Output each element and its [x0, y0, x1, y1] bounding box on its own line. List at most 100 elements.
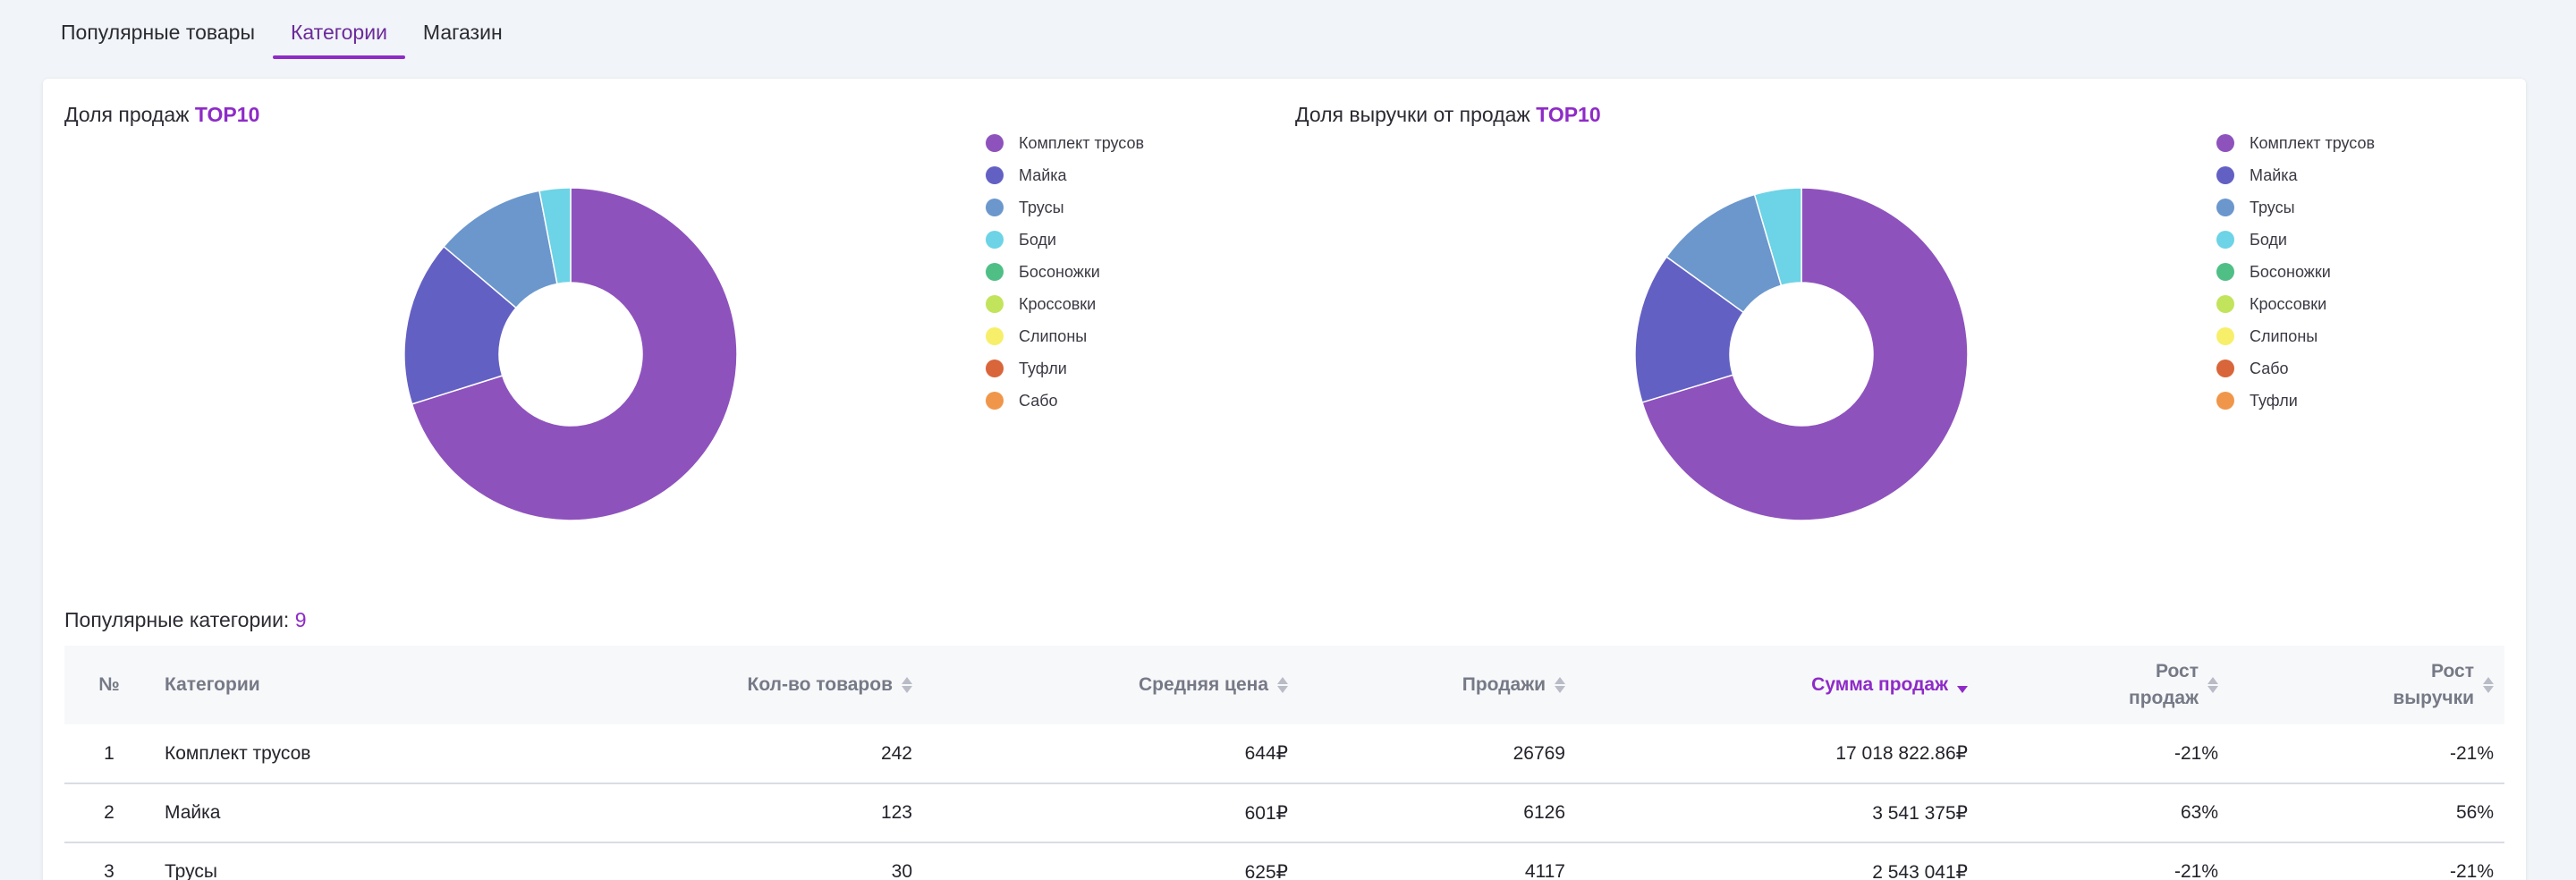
cell-revenue-growth: 56%	[2229, 783, 2504, 843]
legend-label: Босоножки	[1019, 262, 1100, 281]
legend-item[interactable]: Трусы	[986, 191, 1144, 224]
col-header-sales-growth-line1: Рост	[2156, 661, 2199, 681]
col-header-revenue-growth-line1: Рост	[2431, 661, 2474, 681]
sales-share-title-accent: TOP10	[194, 103, 260, 126]
tab-popular-products[interactable]: Популярные товары	[61, 21, 255, 44]
cell-sales-sum: 17 018 822.86₽	[1576, 724, 1979, 784]
legend-item[interactable]: Слипоны	[2216, 320, 2375, 352]
legend-color-dot	[986, 134, 1004, 152]
revenue-share-title: Доля выручки от продаж TOP10	[1295, 103, 1601, 127]
legend-label: Боди	[1019, 230, 1056, 249]
legend-item[interactable]: Комплект трусов	[986, 127, 1144, 159]
legend-color-dot	[2216, 392, 2234, 410]
sort-icon[interactable]	[1277, 677, 1288, 693]
donut-slice-2[interactable]	[403, 245, 518, 405]
legend-item[interactable]: Боди	[2216, 224, 2375, 256]
legend-item[interactable]: Туфли	[986, 352, 1144, 385]
legend-color-dot	[2216, 295, 2234, 313]
cell-avg-price: 644₽	[923, 724, 1299, 784]
legend-label: Комплект трусов	[2250, 133, 2376, 152]
cell-category: Майка	[154, 783, 512, 843]
donut-slice-1[interactable]	[411, 187, 738, 521]
table-row[interactable]: 2 Майка 123 601₽ 6126 3 541 375₽ 63% 56%	[64, 783, 2504, 843]
sales-share-title-text: Доля продаж	[64, 103, 195, 126]
popular-categories-count: 9	[294, 608, 307, 631]
table-row[interactable]: 3 Трусы 30 625₽ 4117 2 543 041₽ -21% -21…	[64, 842, 2504, 880]
legend-item[interactable]: Трусы	[2216, 191, 2375, 224]
legend-item[interactable]: Туфли	[2216, 385, 2375, 417]
col-header-number: №	[98, 674, 120, 695]
legend-color-dot	[986, 295, 1004, 313]
donut-slice-4[interactable]	[1753, 187, 1802, 287]
legend-item[interactable]: Босоножки	[986, 256, 1144, 288]
col-header-category: Категории	[165, 674, 260, 695]
revenue-share-legend: Комплект трусов Майка Трусы Боди Босоножки Кр…	[2216, 127, 2375, 417]
col-header-sales-label: Продажи	[1462, 674, 1546, 695]
legend-color-dot	[986, 199, 1004, 216]
popular-categories-title: Популярные категории: 9	[64, 608, 307, 632]
legend-label: Босоножки	[2250, 262, 2331, 281]
cell-sales: 26769	[1299, 724, 1576, 784]
legend-color-dot	[986, 166, 1004, 184]
donut-slice-1[interactable]	[1641, 187, 1969, 521]
legend-item[interactable]: Кроссовки	[986, 288, 1144, 320]
cell-sales-growth: -21%	[1979, 724, 2229, 784]
legend-item[interactable]: Майка	[2216, 159, 2375, 191]
legend-color-dot	[986, 327, 1004, 345]
col-header-avg-price-label: Средняя цена	[1139, 674, 1268, 695]
legend-item[interactable]: Босоножки	[2216, 256, 2375, 288]
col-header-sales-sum[interactable]: Сумма продаж	[1576, 646, 1979, 724]
cell-sales: 6126	[1299, 783, 1576, 843]
legend-label: Слипоны	[1019, 326, 1088, 345]
popular-categories-label: Популярные категории:	[64, 608, 295, 631]
col-header-qty-label: Кол-во товаров	[747, 674, 893, 695]
table-row[interactable]: 1 Комплект трусов 242 644₽ 26769 17 018 …	[64, 724, 2504, 784]
sales-share-title: Доля продаж TOP10	[64, 103, 259, 127]
legend-item[interactable]: Кроссовки	[2216, 288, 2375, 320]
sort-icon[interactable]	[2207, 677, 2218, 693]
legend-color-dot	[2216, 231, 2234, 249]
cell-number: 1	[64, 724, 154, 784]
sort-icon[interactable]	[902, 677, 912, 693]
col-header-revenue-growth[interactable]: Рост выручки	[2229, 646, 2504, 724]
legend-label: Сабо	[1019, 391, 1058, 410]
legend-label: Слипоны	[2250, 326, 2318, 345]
revenue-share-title-text: Доля выручки от продаж	[1295, 103, 1537, 126]
legend-label: Сабо	[2250, 359, 2289, 377]
legend-item[interactable]: Майка	[986, 159, 1144, 191]
cell-revenue-growth: -21%	[2229, 842, 2504, 880]
legend-color-dot	[2216, 327, 2234, 345]
col-header-sales-growth[interactable]: Рост продаж	[1979, 646, 2229, 724]
tab-categories[interactable]: Категории	[273, 0, 405, 59]
col-header-avg-price[interactable]: Средняя цена	[923, 646, 1299, 724]
legend-item[interactable]: Сабо	[986, 385, 1144, 417]
tab-store[interactable]: Магазин	[422, 21, 503, 44]
cell-sales-sum: 2 543 041₽	[1576, 842, 1979, 880]
tab-bar: Популярные товары Категории Магазин	[43, 0, 521, 59]
legend-item[interactable]: Сабо	[2216, 352, 2375, 385]
legend-label: Туфли	[2250, 391, 2298, 410]
sort-desc-icon[interactable]	[1957, 677, 1968, 693]
cell-number: 3	[64, 842, 154, 880]
col-header-qty[interactable]: Кол-во товаров	[512, 646, 923, 724]
revenue-share-title-accent: TOP10	[1536, 103, 1601, 126]
legend-label: Трусы	[2250, 198, 2295, 216]
legend-item[interactable]: Комплект трусов	[2216, 127, 2375, 159]
col-header-revenue-growth-line2: выручки	[2393, 688, 2474, 708]
revenue-share-donut-chart	[1634, 187, 1969, 521]
legend-label: Комплект трусов	[1019, 133, 1145, 152]
sort-icon[interactable]	[2483, 677, 2494, 693]
col-header-sales-growth-line2: продаж	[2129, 688, 2199, 708]
legend-label: Туфли	[1019, 359, 1067, 377]
legend-color-dot	[2216, 360, 2234, 377]
legend-label: Боди	[2250, 230, 2287, 249]
legend-label: Кроссовки	[2250, 294, 2327, 313]
legend-label: Трусы	[1019, 198, 1064, 216]
legend-item[interactable]: Боди	[986, 224, 1144, 256]
legend-item[interactable]: Слипоны	[986, 320, 1144, 352]
sort-icon[interactable]	[1555, 677, 1565, 693]
col-header-sales[interactable]: Продажи	[1299, 646, 1576, 724]
donut-slice-4[interactable]	[538, 187, 572, 285]
cell-avg-price: 625₽	[923, 842, 1299, 880]
col-header-sales-sum-label: Сумма продаж	[1811, 674, 1948, 695]
